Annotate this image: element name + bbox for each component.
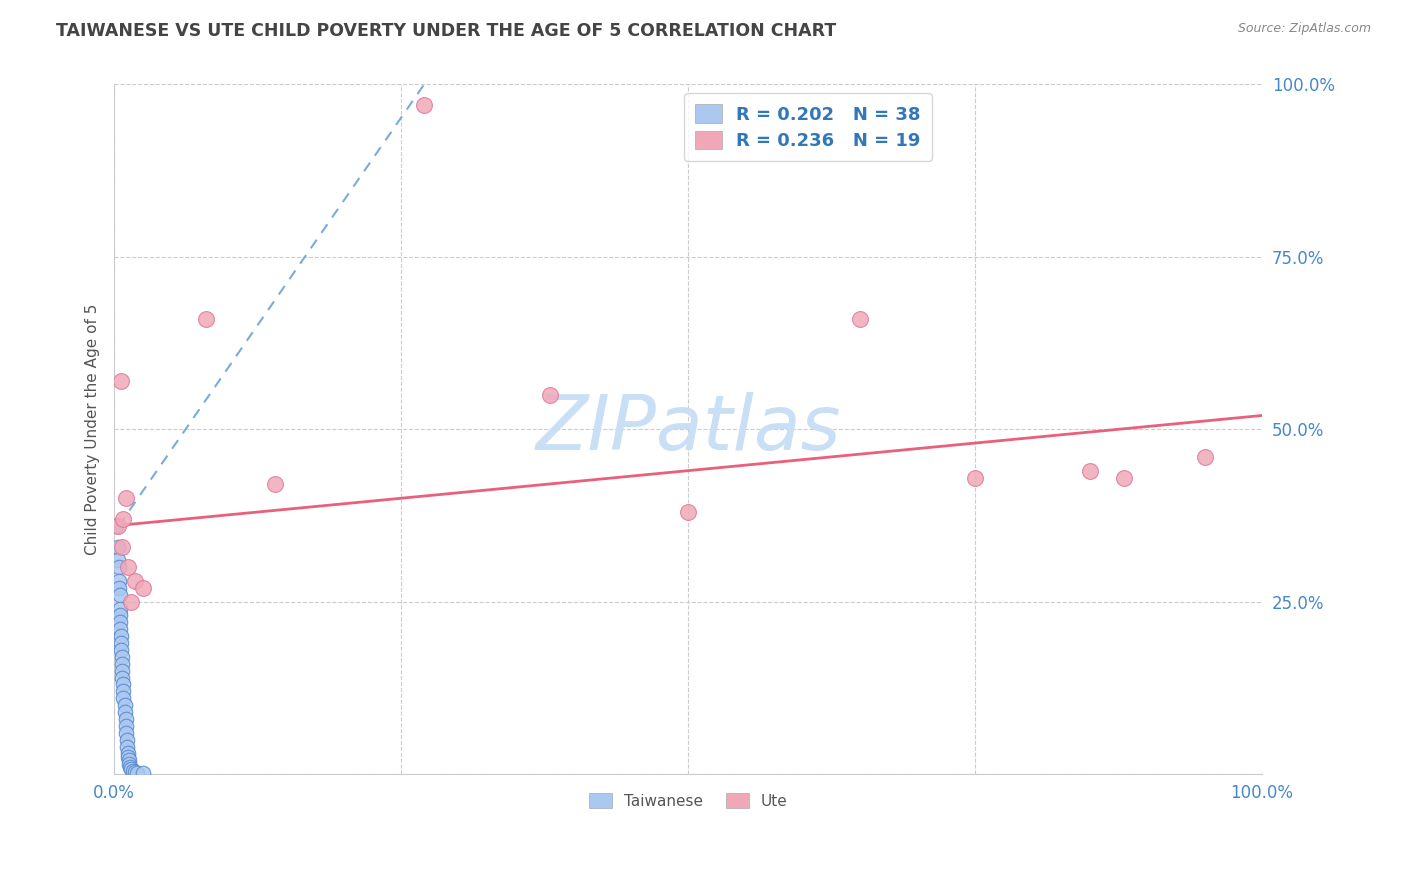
Point bbox=[124, 765, 146, 780]
Point bbox=[112, 684, 135, 698]
Point bbox=[112, 512, 135, 526]
Point bbox=[132, 766, 155, 780]
Point bbox=[114, 698, 136, 713]
Point bbox=[114, 705, 136, 719]
Point bbox=[849, 312, 872, 326]
Point bbox=[112, 691, 135, 706]
Point bbox=[132, 581, 155, 595]
Point bbox=[124, 574, 146, 588]
Point bbox=[111, 657, 134, 671]
Point bbox=[107, 574, 129, 588]
Point bbox=[120, 762, 142, 776]
Point bbox=[108, 588, 131, 602]
Text: Source: ZipAtlas.com: Source: ZipAtlas.com bbox=[1237, 22, 1371, 36]
Point bbox=[114, 725, 136, 739]
Point bbox=[120, 760, 142, 774]
Y-axis label: Child Poverty Under the Age of 5: Child Poverty Under the Age of 5 bbox=[86, 303, 100, 555]
Point bbox=[107, 553, 129, 567]
Point bbox=[107, 519, 129, 533]
Point bbox=[114, 712, 136, 726]
Point bbox=[264, 477, 287, 491]
Point bbox=[118, 756, 141, 771]
Legend: Taiwanese, Ute: Taiwanese, Ute bbox=[582, 787, 794, 814]
Point bbox=[127, 765, 149, 780]
Point bbox=[110, 643, 132, 657]
Point bbox=[111, 664, 134, 678]
Point bbox=[108, 601, 131, 615]
Point bbox=[965, 470, 987, 484]
Point bbox=[105, 519, 128, 533]
Point bbox=[538, 388, 561, 402]
Point bbox=[121, 764, 143, 778]
Point bbox=[117, 560, 139, 574]
Point bbox=[107, 560, 129, 574]
Point bbox=[108, 608, 131, 623]
Point bbox=[115, 732, 138, 747]
Text: ZIPatlas: ZIPatlas bbox=[536, 392, 841, 467]
Point bbox=[107, 581, 129, 595]
Point bbox=[110, 636, 132, 650]
Point bbox=[114, 491, 136, 506]
Point bbox=[107, 540, 129, 554]
Point bbox=[117, 750, 139, 764]
Point bbox=[118, 753, 141, 767]
Point bbox=[115, 739, 138, 754]
Point bbox=[110, 629, 132, 643]
Point bbox=[117, 747, 139, 761]
Point bbox=[413, 98, 436, 112]
Point bbox=[112, 677, 135, 691]
Point bbox=[1194, 450, 1216, 464]
Point bbox=[111, 671, 134, 685]
Point bbox=[108, 622, 131, 636]
Text: TAIWANESE VS UTE CHILD POVERTY UNDER THE AGE OF 5 CORRELATION CHART: TAIWANESE VS UTE CHILD POVERTY UNDER THE… bbox=[56, 22, 837, 40]
Point bbox=[195, 312, 218, 326]
Point bbox=[676, 505, 699, 519]
Point bbox=[111, 649, 134, 664]
Point bbox=[108, 615, 131, 630]
Point bbox=[110, 374, 132, 388]
Point bbox=[1078, 464, 1101, 478]
Point bbox=[1114, 470, 1136, 484]
Point bbox=[111, 540, 134, 554]
Point bbox=[120, 595, 142, 609]
Point bbox=[114, 719, 136, 733]
